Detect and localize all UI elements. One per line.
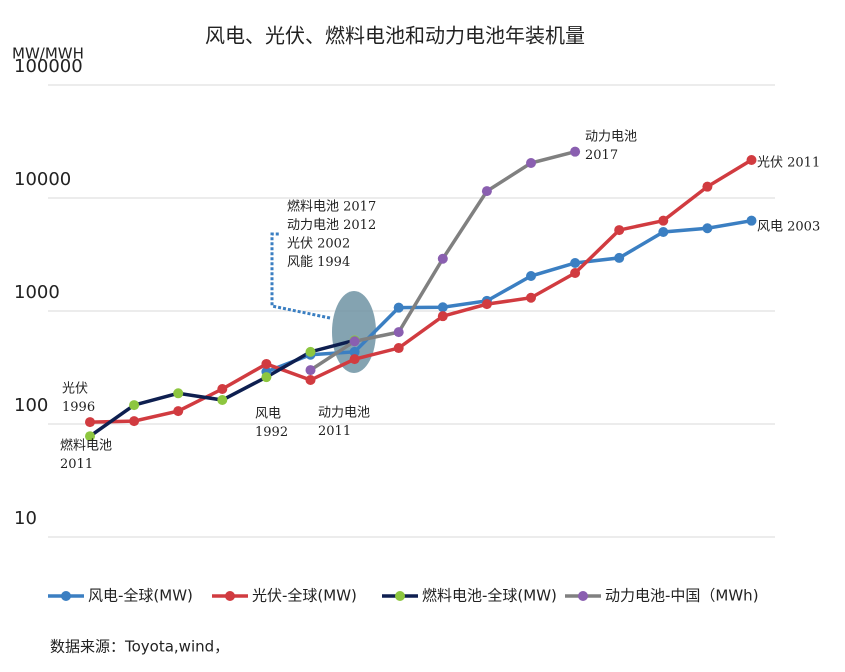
callout-connector: [270, 232, 331, 320]
legend-label: 风电-全球(MW): [88, 587, 193, 605]
point-marker: [393, 302, 404, 313]
legend-label: 光伏-全球(MW): [252, 587, 357, 605]
point-marker: [702, 223, 713, 234]
annotation: 动力电池: [318, 406, 370, 421]
annotation: 2011: [60, 457, 93, 472]
point-marker: [349, 346, 360, 357]
legend-label: 燃料电池-全球(MW): [422, 587, 557, 605]
source-note: 数据来源：Toyota,wind，: [50, 638, 229, 656]
point-marker: [129, 416, 140, 427]
series-line: [89, 158, 753, 424]
point-marker: [349, 336, 360, 347]
point-marker: [614, 225, 625, 236]
annotation: 光伏: [62, 382, 88, 397]
point-marker: [526, 271, 536, 282]
point-marker: [437, 302, 448, 313]
point-marker: [173, 388, 184, 399]
point-marker: [702, 181, 713, 192]
legend-label: 动力电池-中国（MWh): [605, 587, 759, 605]
annotation: 2017: [585, 148, 618, 163]
point-marker: [261, 358, 272, 369]
point-marker: [746, 154, 757, 165]
point-marker: [261, 372, 272, 383]
annotation: 风电 2003: [757, 220, 820, 235]
annotation: 1992: [255, 425, 288, 440]
point-marker: [217, 384, 228, 395]
point-marker: [526, 158, 536, 169]
point-marker: [173, 406, 184, 417]
point-marker: [614, 252, 625, 263]
annotation: 动力电池 2012: [287, 218, 376, 233]
annotation: 1996: [62, 400, 95, 415]
legend-item: 光伏-全球(MW): [212, 587, 357, 605]
legend-marker: [395, 591, 405, 601]
point-marker: [305, 346, 316, 357]
annotation: 光伏 2002: [287, 237, 350, 252]
point-marker: [437, 311, 448, 322]
annotation: 燃料电池 2017: [287, 199, 376, 215]
y-tick-label: 1000: [14, 282, 60, 303]
y-tick-label: 10000: [14, 169, 71, 190]
annotation: 风电: [255, 407, 281, 422]
point-marker: [393, 343, 404, 354]
point-marker: [481, 299, 492, 310]
point-marker: [305, 365, 316, 376]
series-line: [265, 218, 752, 374]
point-marker: [437, 253, 448, 264]
point-marker: [349, 354, 360, 365]
point-marker: [305, 375, 316, 386]
point-marker: [85, 431, 95, 442]
legend-marker: [225, 591, 235, 601]
point-marker: [570, 146, 581, 157]
annotation: 燃料电池: [60, 438, 112, 454]
point-marker: [746, 215, 757, 226]
legend-item: 风电-全球(MW): [48, 587, 193, 605]
point-marker: [570, 257, 581, 268]
point-marker: [85, 417, 95, 428]
annotation: 光伏 2011: [757, 156, 820, 171]
point-marker: [570, 267, 581, 278]
point-marker: [393, 327, 404, 338]
annotation: 2011: [318, 424, 351, 439]
point-marker: [526, 292, 536, 303]
y-tick-label: 10: [14, 508, 37, 529]
y-tick-label: 100000: [14, 56, 83, 77]
point-marker: [658, 227, 669, 238]
annotation: 动力电池: [585, 130, 637, 145]
legend-item: 动力电池-中国（MWh): [565, 587, 759, 605]
annotation: 风能 1994: [287, 255, 350, 270]
y-tick-label: 100: [14, 395, 48, 416]
legend-item: 燃料电池-全球(MW): [382, 587, 557, 605]
point-marker: [129, 400, 140, 411]
chart-title: 风电、光伏、燃料电池和动力电池年装机量: [205, 24, 585, 48]
legend-marker: [578, 591, 588, 601]
legend-marker: [61, 591, 71, 601]
point-marker: [658, 215, 669, 226]
point-marker: [481, 186, 492, 197]
point-marker: [217, 395, 228, 406]
y-axis-label: MW/MWH: [12, 45, 84, 63]
